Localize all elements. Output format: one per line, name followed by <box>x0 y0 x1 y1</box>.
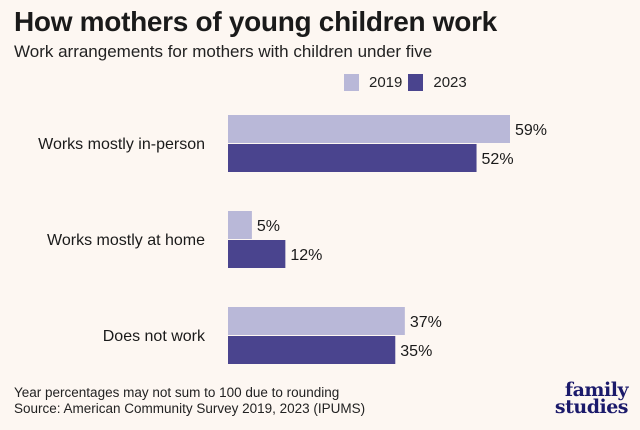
legend-swatch-2023 <box>408 74 424 91</box>
legend-swatch-2019 <box>344 74 359 91</box>
legend-item-2023: 2023 <box>408 74 467 91</box>
legend-label-2019: 2019 <box>369 74 403 91</box>
legend-item-2019: 2019 <box>344 74 402 91</box>
data-label-does-not-work-2023: 35% <box>400 343 432 360</box>
bar-works-mostly-at-home-2019 <box>228 211 252 239</box>
bar-does-not-work-2019 <box>228 307 405 335</box>
category-label-does-not-work: Does not work <box>103 328 206 345</box>
data-label-works-mostly-in-person-2023: 52% <box>482 151 514 168</box>
footnote: Year percentages may not sum to 100 due … <box>14 385 365 417</box>
data-label-works-mostly-in-person-2019: 59% <box>515 122 547 139</box>
bar-does-not-work-2023 <box>228 336 396 364</box>
rounding-note: Year percentages may not sum to 100 due … <box>14 385 340 400</box>
data-label-works-mostly-at-home-2023: 12% <box>290 247 322 264</box>
bar-works-mostly-in-person-2023 <box>228 144 477 172</box>
source-note: Source: American Community Survey 2019, … <box>14 401 366 416</box>
category-label-works-mostly-in-person: Works mostly in-person <box>38 136 205 153</box>
data-label-does-not-work-2019: 37% <box>410 314 442 331</box>
data-label-works-mostly-at-home-2019: 5% <box>257 218 280 235</box>
category-label-works-mostly-at-home: Works mostly at home <box>47 232 205 249</box>
brand-line-1: family <box>564 379 629 401</box>
brand-logo: family studies <box>554 379 629 418</box>
chart-subtitle: Work arrangements for mothers with child… <box>14 42 433 61</box>
legend-label-2023: 2023 <box>433 74 467 91</box>
chart-title: How mothers of young children work <box>14 6 497 37</box>
bar-works-mostly-at-home-2023 <box>228 240 286 268</box>
bar-works-mostly-in-person-2019 <box>228 115 510 143</box>
legend: 2019 2023 <box>344 74 473 91</box>
brand-line-2: studies <box>554 396 629 418</box>
